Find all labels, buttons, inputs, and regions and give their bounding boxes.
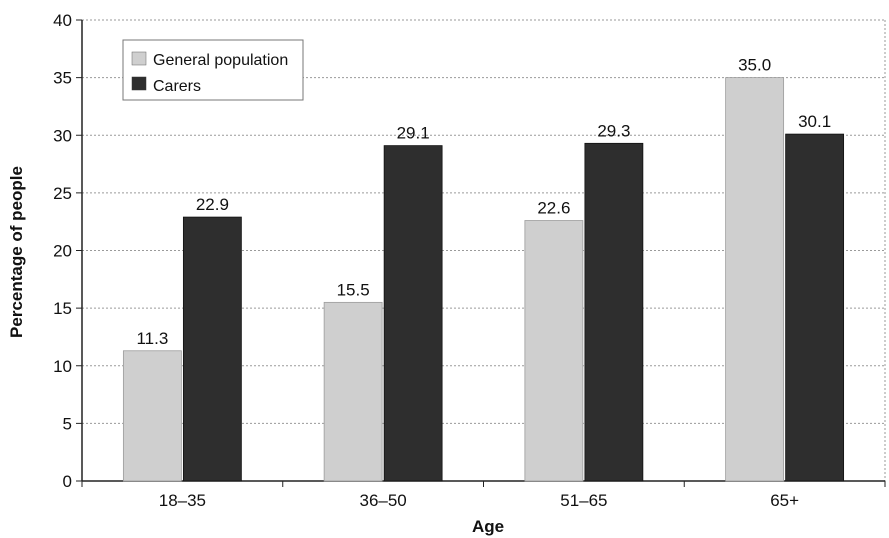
legend-box xyxy=(122,39,304,101)
bar-carers-0 xyxy=(182,216,242,482)
y-tick-label: 20 xyxy=(53,242,72,261)
y-tick-label: 25 xyxy=(53,184,72,203)
legend: General population Carers xyxy=(122,39,304,101)
bar-carers-3 xyxy=(785,133,845,482)
data-label: 30.1 xyxy=(798,112,831,131)
y-tick-label: 0 xyxy=(63,472,72,491)
bar-general-population-1 xyxy=(323,301,383,482)
data-labels: 11.3 22.9 15.5 29.1 22.6 29.3 35.0 30.1 xyxy=(136,56,831,348)
bar-carers-2 xyxy=(584,142,644,482)
y-tick-label: 5 xyxy=(63,414,72,433)
data-label: 29.1 xyxy=(397,124,430,143)
x-tick-label: 51–65 xyxy=(560,491,607,510)
legend-label-general-population: General population xyxy=(153,52,288,69)
bars xyxy=(122,77,845,482)
x-axis-title: Age xyxy=(472,517,504,536)
data-label: 35.0 xyxy=(738,56,771,75)
bar-general-population-2 xyxy=(524,220,584,482)
data-label: 15.5 xyxy=(337,280,370,299)
data-label: 29.3 xyxy=(597,121,630,140)
y-tick-label: 15 xyxy=(53,299,72,318)
bar-general-population-3 xyxy=(725,77,785,482)
data-label: 22.9 xyxy=(196,195,229,214)
data-label: 11.3 xyxy=(136,329,168,348)
data-label: 22.6 xyxy=(537,199,570,218)
x-tick-label: 18–35 xyxy=(159,491,206,510)
y-tick-label: 30 xyxy=(53,126,72,145)
bar-carers-1 xyxy=(383,145,443,482)
x-tick-label: 65+ xyxy=(770,491,799,510)
legend-swatch-general-population xyxy=(131,51,147,66)
y-tick-label: 40 xyxy=(53,11,72,30)
legend-swatch-carers xyxy=(131,76,147,91)
legend-label-carers: Carers xyxy=(153,78,201,95)
bar-general-population-0 xyxy=(122,350,182,482)
y-tick-label: 35 xyxy=(53,69,72,88)
tick-labels: 0 5 10 15 20 25 30 35 40 18–35 36–50 51–65 65+ xyxy=(53,11,799,510)
x-tick-label: 36–50 xyxy=(359,491,406,510)
y-axis-title: Percentage of people xyxy=(7,166,26,338)
y-tick-label: 10 xyxy=(53,357,72,376)
